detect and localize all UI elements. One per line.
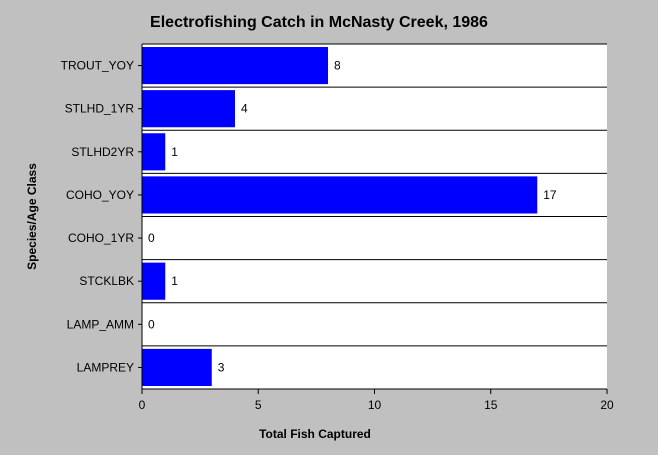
- bar: [142, 348, 212, 386]
- data-labels: 8 4 1 17 0 1 0 3: [148, 59, 557, 375]
- category-label: COHO_YOY: [66, 188, 134, 202]
- bar: [142, 90, 235, 128]
- category-label: STLHD_1YR: [65, 102, 135, 116]
- x-tick-label: 0: [139, 398, 146, 412]
- data-label: 1: [171, 274, 178, 288]
- bars: [142, 47, 538, 386]
- category-label: TROUT_YOY: [61, 59, 134, 73]
- category-label: LAMPREY: [77, 360, 134, 374]
- category-label: COHO_1YR: [68, 231, 134, 245]
- x-axis-ticks: 0 5 10 15 20: [139, 389, 614, 412]
- bar: [142, 176, 538, 214]
- data-label: 3: [218, 360, 225, 374]
- data-label: 0: [148, 231, 155, 245]
- bar: [142, 262, 166, 300]
- data-label: 4: [241, 102, 248, 116]
- data-label: 1: [171, 145, 178, 159]
- category-label: LAMP_AMM: [67, 317, 134, 331]
- category-labels: TROUT_YOY STLHD_1YR STLHD2YR COHO_YOY COHO_1…: [61, 59, 142, 374]
- y-axis-title: Species/Age Class: [25, 163, 39, 270]
- bar: [142, 47, 328, 85]
- data-label: 8: [334, 59, 341, 73]
- chart-title: Electrofishing Catch in McNasty Creek, 1…: [150, 14, 488, 31]
- x-tick-label: 5: [255, 398, 262, 412]
- category-label: STCKLBK: [79, 274, 134, 288]
- bar: [142, 133, 166, 171]
- x-tick-label: 10: [368, 398, 382, 412]
- category-label: STLHD2YR: [71, 145, 134, 159]
- data-label: 17: [543, 188, 557, 202]
- x-tick-label: 20: [600, 398, 614, 412]
- x-axis-title: Total Fish Captured: [259, 427, 371, 441]
- x-tick-label: 15: [484, 398, 498, 412]
- data-label: 0: [148, 317, 155, 331]
